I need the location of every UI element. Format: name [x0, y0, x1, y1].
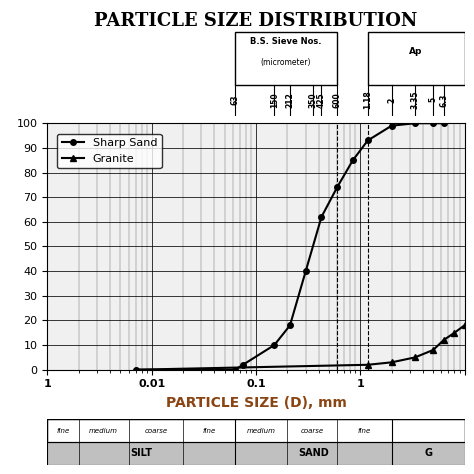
Granite — [452, 330, 457, 336]
Sharp Sand — [272, 342, 277, 348]
Bar — [235, 32, 337, 84]
Text: 600: 600 — [333, 92, 342, 108]
Sharp Sand — [430, 120, 436, 126]
Text: 3.35: 3.35 — [410, 91, 419, 109]
Sharp Sand — [303, 268, 309, 274]
Legend: Sharp Sand, Granite: Sharp Sand, Granite — [57, 134, 162, 168]
Text: 350: 350 — [308, 92, 317, 108]
Line: Sharp Sand: Sharp Sand — [133, 120, 447, 373]
Sharp Sand — [412, 120, 418, 126]
Granite — [133, 367, 138, 373]
Text: fine: fine — [56, 428, 70, 434]
Bar — [235, 442, 392, 465]
Text: (micrometer): (micrometer) — [261, 58, 311, 66]
Text: 63: 63 — [230, 95, 239, 105]
Text: G: G — [424, 448, 432, 458]
Granite — [389, 359, 394, 365]
Sharp Sand — [389, 123, 394, 128]
Text: B.S. Sieve Nos.: B.S. Sieve Nos. — [250, 37, 322, 46]
Text: SILT: SILT — [130, 448, 152, 458]
Text: PARTICLE SIZE DISTRIBUTION: PARTICLE SIZE DISTRIBUTION — [94, 12, 418, 30]
Sharp Sand — [319, 214, 324, 220]
Line: Granite: Granite — [133, 323, 467, 373]
Bar — [368, 32, 465, 84]
Text: 6.3: 6.3 — [439, 93, 448, 107]
Granite — [462, 322, 467, 328]
Text: medium: medium — [89, 428, 118, 434]
Sharp Sand — [350, 157, 356, 163]
Bar — [47, 442, 235, 465]
Text: 5: 5 — [428, 97, 438, 102]
Text: coarse: coarse — [301, 428, 324, 434]
Text: 425: 425 — [317, 92, 326, 108]
Sharp Sand — [133, 367, 138, 373]
Bar — [392, 442, 465, 465]
Text: 1.18: 1.18 — [363, 91, 372, 109]
Sharp Sand — [232, 367, 238, 373]
X-axis label: PARTICLE SIZE (D), mm: PARTICLE SIZE (D), mm — [165, 396, 346, 410]
Text: 150: 150 — [270, 92, 279, 108]
Sharp Sand — [441, 120, 447, 126]
Granite — [430, 347, 436, 353]
Text: Ap: Ap — [410, 47, 423, 56]
Text: 212: 212 — [285, 92, 294, 108]
Granite — [365, 362, 371, 368]
Granite — [441, 337, 447, 343]
Text: fine: fine — [358, 428, 371, 434]
Text: SAND: SAND — [298, 448, 328, 458]
Sharp Sand — [334, 184, 340, 190]
Text: 2: 2 — [387, 97, 396, 102]
Granite — [412, 355, 418, 360]
Text: medium: medium — [246, 428, 276, 434]
Text: coarse: coarse — [144, 428, 167, 434]
Sharp Sand — [240, 362, 246, 368]
Sharp Sand — [365, 137, 371, 143]
Text: fine: fine — [202, 428, 216, 434]
Sharp Sand — [287, 322, 293, 328]
